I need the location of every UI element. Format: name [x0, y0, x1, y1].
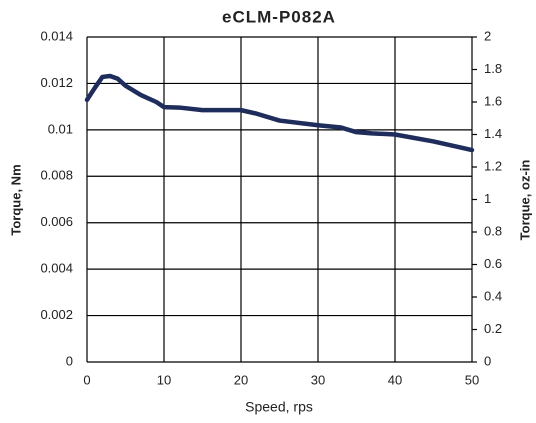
y2-tick-label: 1.4 [484, 126, 502, 141]
x-tick-label: 20 [234, 372, 248, 387]
y2-tick-label: 1.6 [484, 93, 502, 108]
x-tick-label: 10 [157, 372, 171, 387]
y2-tick-label: 0.8 [484, 223, 502, 238]
chart-title: eCLM-P082A [222, 7, 336, 26]
y-tick-label: 0.006 [40, 214, 73, 229]
y2-tick-label: 1.2 [484, 158, 502, 173]
y-tick-label: 0.004 [40, 261, 73, 276]
y-tick-label: 0.01 [48, 121, 73, 136]
y2-tick-label: 0.2 [484, 321, 502, 336]
x-tick-label: 0 [83, 372, 90, 387]
y2-tick-label: 0.4 [484, 288, 502, 303]
data-line [84, 73, 475, 153]
y2-axis-label: Torque, oz-in [517, 160, 532, 241]
x-tick-label: 40 [388, 372, 402, 387]
y2-tick-label: 1.8 [484, 61, 502, 76]
y2-tick-label: 1 [484, 191, 491, 206]
y2-tick-label: 0.6 [484, 256, 502, 271]
y-tick-label: 0.002 [40, 307, 73, 322]
y2-tick-label: 2 [484, 28, 491, 43]
x-tick-label: 30 [311, 372, 325, 387]
y2-tick-label: 0 [484, 353, 491, 368]
x-axis-label: Speed, rps [245, 399, 313, 415]
y-tick-label: 0.014 [40, 28, 73, 43]
y-tick-label: 0.008 [40, 168, 73, 183]
y-tick-label: 0 [66, 353, 73, 368]
x-tick-label: 50 [465, 372, 479, 387]
y-tick-label: 0.012 [40, 75, 73, 90]
y-axis-label: Torque, Nm [8, 164, 23, 235]
